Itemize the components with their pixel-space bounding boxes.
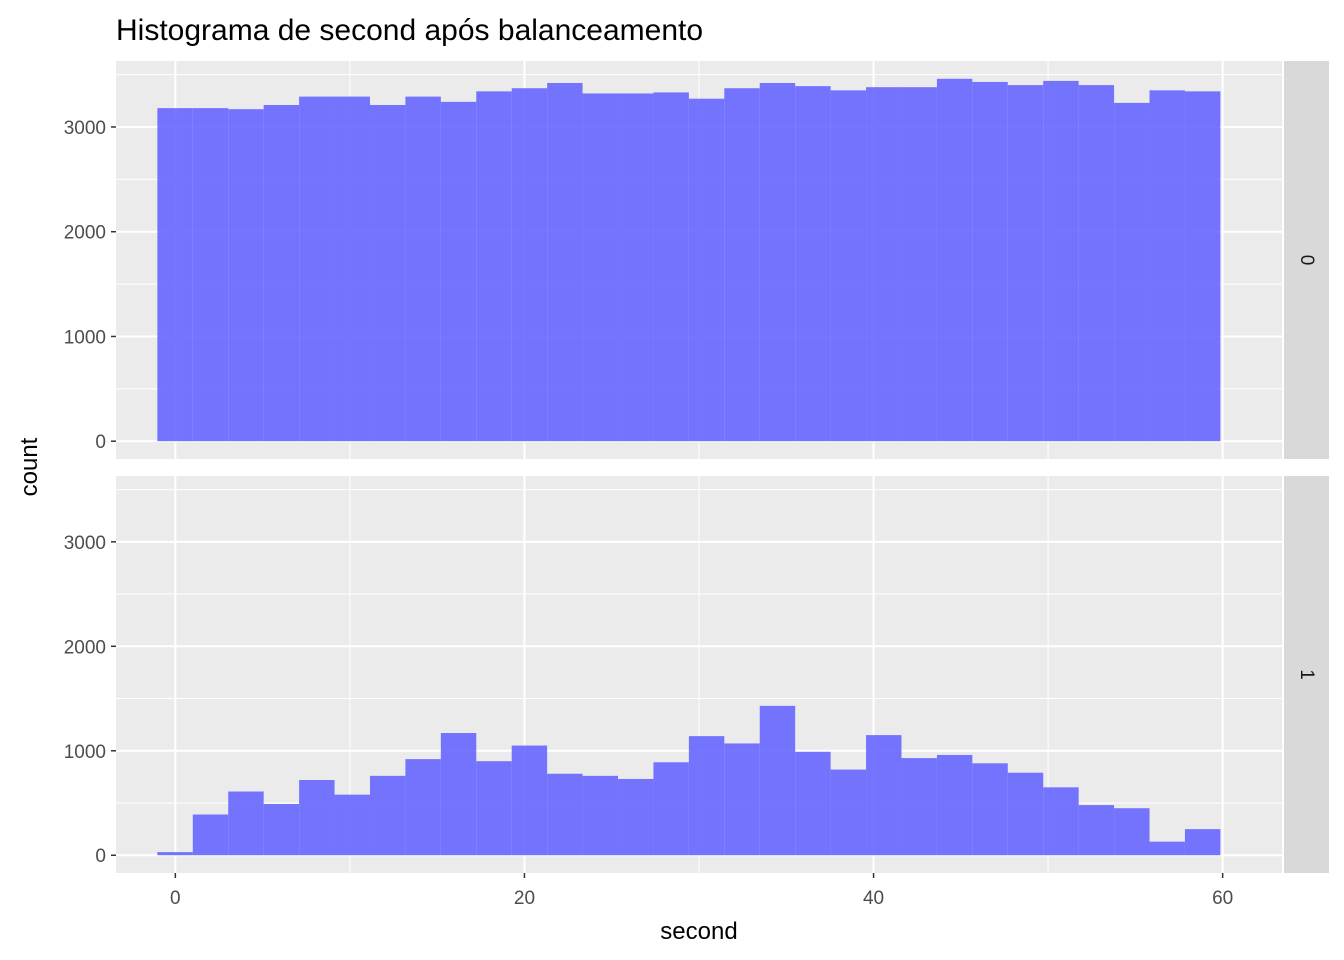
histogram-bar: [972, 81, 1008, 442]
chart-title: Histograma de second após balanceamento: [116, 14, 703, 47]
facet-panel-0: 0 1000 2000 3000 0: [64, 61, 1329, 459]
histogram-bar: [1184, 91, 1221, 442]
histogram-bar: [440, 733, 477, 856]
histogram-bar: [157, 108, 193, 442]
x-tick-label: 0: [170, 888, 181, 909]
y-tick-label: 1000: [64, 327, 106, 348]
facet-strip: [1284, 61, 1329, 459]
histogram-bar: [299, 96, 335, 442]
histogram-bar: [547, 82, 583, 442]
histogram-bar: [476, 761, 512, 856]
y-tick-label: 3000: [64, 118, 106, 139]
histogram-bar: [1149, 841, 1185, 856]
histogram-bar: [440, 101, 477, 442]
histogram-bar: [653, 762, 689, 856]
histogram-bar: [582, 775, 619, 856]
y-tick-label: 0: [95, 846, 106, 867]
histogram-bar: [1043, 80, 1079, 442]
histogram-bar: [157, 852, 193, 856]
histogram-bar: [972, 763, 1008, 856]
histogram-bar: [866, 87, 902, 442]
histogram-bar: [511, 745, 548, 856]
histogram-bar: [334, 794, 370, 856]
facet-panel-1: 0 1000 2000 3000 1: [64, 476, 1329, 873]
histogram-bar: [1149, 90, 1185, 442]
histogram-bar: [405, 759, 441, 856]
histogram-bar: [228, 109, 264, 442]
x-tick-label: 20: [514, 888, 535, 909]
histogram-bar: [582, 93, 619, 442]
histogram-bar: [1007, 85, 1044, 442]
x-axis: 0 20 40 60: [170, 873, 1233, 909]
histogram-bar: [228, 791, 264, 856]
facet-strip-label: 1: [1296, 669, 1317, 680]
x-tick-label: 40: [863, 888, 884, 909]
histogram-bar: [936, 78, 973, 442]
y-tick-label: 2000: [64, 223, 106, 244]
histogram-bar: [369, 775, 406, 856]
histogram-bar: [334, 96, 370, 442]
y-axis-title: count: [16, 437, 43, 496]
histogram-bar: [724, 88, 760, 442]
histogram-bar: [688, 736, 725, 856]
histogram-bar: [511, 88, 548, 442]
histogram-bar: [1184, 829, 1221, 856]
histogram-bar: [1078, 85, 1115, 442]
histogram-bar: [1078, 805, 1115, 856]
histogram-bar: [192, 814, 229, 856]
histogram-bar: [299, 780, 335, 856]
histogram-bar: [476, 91, 512, 442]
histogram-bar: [1114, 808, 1150, 856]
histogram-bar: [901, 87, 937, 442]
histogram-bar: [405, 96, 441, 442]
histogram-bar: [1114, 102, 1150, 442]
histogram-bar: [1043, 787, 1079, 856]
y-tick-label: 0: [95, 432, 106, 453]
facet-strip-label: 0: [1296, 255, 1317, 266]
histogram-bar: [653, 92, 689, 442]
histogram-bar: [901, 758, 937, 856]
histogram-bar: [759, 82, 796, 442]
histogram-bar: [866, 735, 902, 856]
x-tick-label: 60: [1212, 888, 1233, 909]
histogram-bar: [1007, 772, 1044, 856]
histogram-bar: [724, 743, 760, 856]
y-tick-label: 2000: [64, 637, 106, 658]
histogram-bar: [369, 104, 406, 442]
histogram-bar: [688, 98, 725, 442]
histogram-bar: [618, 93, 654, 442]
histogram-bar: [795, 86, 831, 442]
facet-panels: 0 1000 2000 3000 0 0 1000 2000 3000 1: [64, 61, 1329, 873]
y-tick-label: 1000: [64, 742, 106, 763]
histogram-bar: [795, 751, 831, 856]
facet-strip: [1284, 476, 1329, 873]
histogram-bar: [263, 104, 300, 442]
histogram-bar: [830, 90, 867, 442]
histogram-bar: [618, 778, 654, 856]
histogram-bar: [759, 705, 796, 856]
histogram-bar: [830, 769, 867, 856]
y-tick-label: 3000: [64, 533, 106, 554]
histogram-bar: [263, 804, 300, 856]
histogram-bar: [192, 108, 229, 442]
histogram-bar: [936, 754, 973, 856]
histogram-bar: [547, 773, 583, 856]
x-axis-title: second: [660, 918, 737, 945]
